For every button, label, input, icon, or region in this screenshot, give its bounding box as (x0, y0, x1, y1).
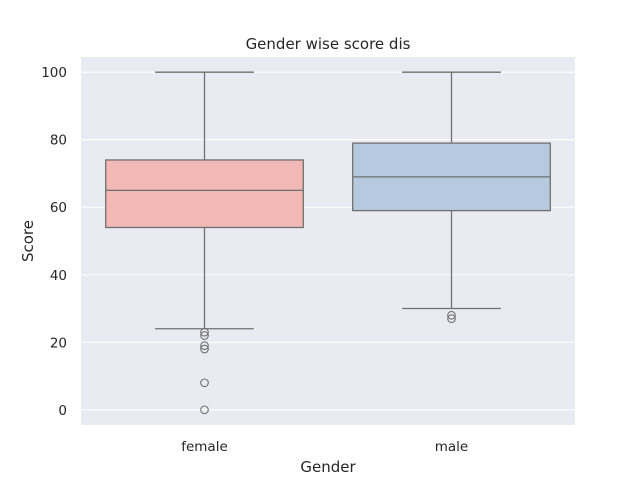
x-tick-label: male (435, 439, 468, 455)
y-tick-label: 0 (58, 403, 67, 419)
x-tick-label: female (181, 439, 228, 455)
outlier-point (200, 344, 209, 354)
outlier-point (200, 405, 209, 415)
outlier-point (200, 341, 209, 351)
outlier-point (447, 310, 456, 320)
y-tick-label: 20 (50, 335, 67, 351)
y-axis-title: Score (19, 220, 37, 262)
outlier-point (200, 378, 209, 388)
y-tick-label: 40 (50, 268, 67, 284)
x-axis-title: Gender (300, 458, 356, 476)
boxes (105, 71, 551, 415)
box-female (105, 159, 304, 229)
outlier-point (200, 331, 209, 340)
plot-area (81, 57, 575, 425)
y-tick-label: 100 (41, 65, 67, 81)
outlier-point (200, 327, 209, 337)
y-tick-label: 80 (50, 133, 67, 149)
chart-title: Gender wise score dis (246, 35, 411, 53)
ticks: 0 20 40 60 80 100 female male (41, 65, 468, 455)
outlier-point (447, 314, 456, 324)
y-tick-label: 60 (50, 200, 67, 216)
